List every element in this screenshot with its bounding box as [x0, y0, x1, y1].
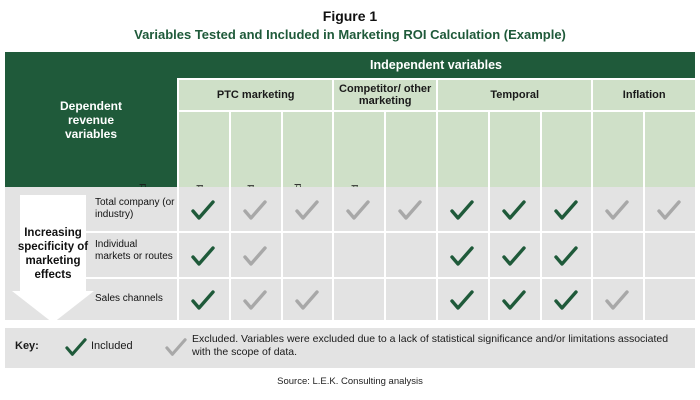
- included-check-icon: [450, 200, 474, 220]
- table-row: [5, 279, 695, 320]
- included-check-icon: [65, 338, 87, 356]
- cell-divider: [332, 187, 335, 233]
- included-check-icon: [191, 246, 215, 266]
- cell-divider: [280, 279, 283, 320]
- group-header: PTC marketing: [177, 78, 333, 110]
- cell-divider: [384, 279, 387, 320]
- cell-divider: [228, 233, 231, 279]
- excluded-check-icon: [165, 338, 187, 356]
- cell-divider: [332, 279, 335, 320]
- key-included: Included: [91, 340, 133, 352]
- cell-divider: [177, 279, 179, 320]
- cell-divider: [643, 279, 646, 320]
- cell-divider: [384, 233, 387, 279]
- cell-divider: [280, 187, 283, 233]
- cell-divider: [591, 187, 594, 233]
- cell-divider: [487, 279, 490, 320]
- group-header: Temporal: [436, 78, 592, 110]
- cell-divider: [487, 233, 490, 279]
- key-excluded: Excluded. Variables were excluded due to…: [192, 333, 669, 358]
- arrow-label: Increasing specificity of marketing effe…: [17, 227, 89, 281]
- included-check-icon: [553, 289, 578, 310]
- excluded-check-icon: [605, 200, 629, 220]
- included-check-icon: [191, 200, 215, 220]
- included-check-icon: [450, 246, 474, 266]
- excluded-check-icon: [398, 200, 422, 220]
- excluded-check-icon: [294, 200, 319, 220]
- included-check-icon: [553, 200, 578, 220]
- cell-divider: [436, 279, 438, 320]
- cell-divider: [228, 279, 231, 320]
- column-header: Seasonality: [396, 110, 488, 259]
- included-check-icon: [450, 289, 474, 310]
- cell-divider: [643, 233, 646, 279]
- cell-divider: [436, 233, 438, 279]
- cell-divider: [332, 233, 335, 279]
- excluded-check-icon: [294, 289, 319, 310]
- excluded-check-icon: [242, 246, 267, 266]
- cell-divider: [539, 279, 542, 320]
- column-header: Advertizing spend: [137, 110, 229, 259]
- cell-divider: [384, 187, 387, 233]
- column-header: GDP: [552, 110, 644, 259]
- cell-divider: [591, 233, 594, 279]
- included-check-icon: [501, 246, 526, 266]
- row-label: Total company (or industry): [95, 197, 175, 220]
- figure-title: Variables Tested and Included in Marketi…: [134, 27, 566, 42]
- cell-divider: [436, 187, 438, 233]
- row-label: Individual markets or routes: [95, 239, 173, 262]
- key-label: Key:: [15, 340, 39, 352]
- column-header: Time trend growth: [494, 110, 592, 259]
- column-header: Days per period or other one-off impacts: [437, 110, 540, 259]
- cell-divider: [177, 187, 179, 233]
- independent-header: Independent variables: [177, 52, 695, 78]
- included-check-icon: [553, 246, 578, 266]
- excluded-check-icon: [657, 200, 681, 220]
- cell-divider: [487, 187, 490, 233]
- column-header: Inflation: [604, 110, 695, 259]
- cell-divider: [643, 187, 646, 233]
- column-header: Advertizing spend: [293, 110, 385, 259]
- included-check-icon: [501, 289, 526, 310]
- excluded-check-icon: [605, 289, 629, 310]
- row-label: Sales channels: [95, 293, 163, 304]
- group-header: Competitor/ other marketing: [332, 78, 436, 110]
- table-row: [5, 187, 695, 233]
- dependent-header-cell: Dependent revenue variables: [5, 52, 177, 187]
- variables-table: Dependent revenue variables Independent …: [5, 52, 695, 320]
- excluded-check-icon: [242, 200, 267, 220]
- source-note: Source: L.E.K. Consulting analysis: [277, 376, 423, 387]
- group-header: Inflation: [591, 78, 695, 110]
- included-check-icon: [191, 289, 215, 310]
- cell-divider: [280, 233, 283, 279]
- cell-divider: [539, 233, 542, 279]
- column-header: Cumulative advertizing spend: [235, 110, 333, 259]
- cell-divider: [539, 187, 542, 233]
- excluded-check-icon: [242, 289, 267, 310]
- column-header: Lagged advertizing spend: [339, 110, 436, 259]
- cell-divider: [228, 187, 231, 233]
- cell-divider: [591, 279, 594, 320]
- included-check-icon: [501, 200, 526, 220]
- table-row: [5, 233, 695, 279]
- excluded-check-icon: [346, 200, 370, 220]
- cell-divider: [177, 233, 179, 279]
- dependent-header: Dependent revenue variables: [59, 99, 122, 141]
- column-header: Lagged advertizing spend: [184, 110, 281, 259]
- figure-label: Figure 1: [322, 8, 378, 24]
- key-bar: Key: Included Excluded. Variables were e…: [5, 328, 695, 368]
- specificity-arrow: [12, 195, 94, 323]
